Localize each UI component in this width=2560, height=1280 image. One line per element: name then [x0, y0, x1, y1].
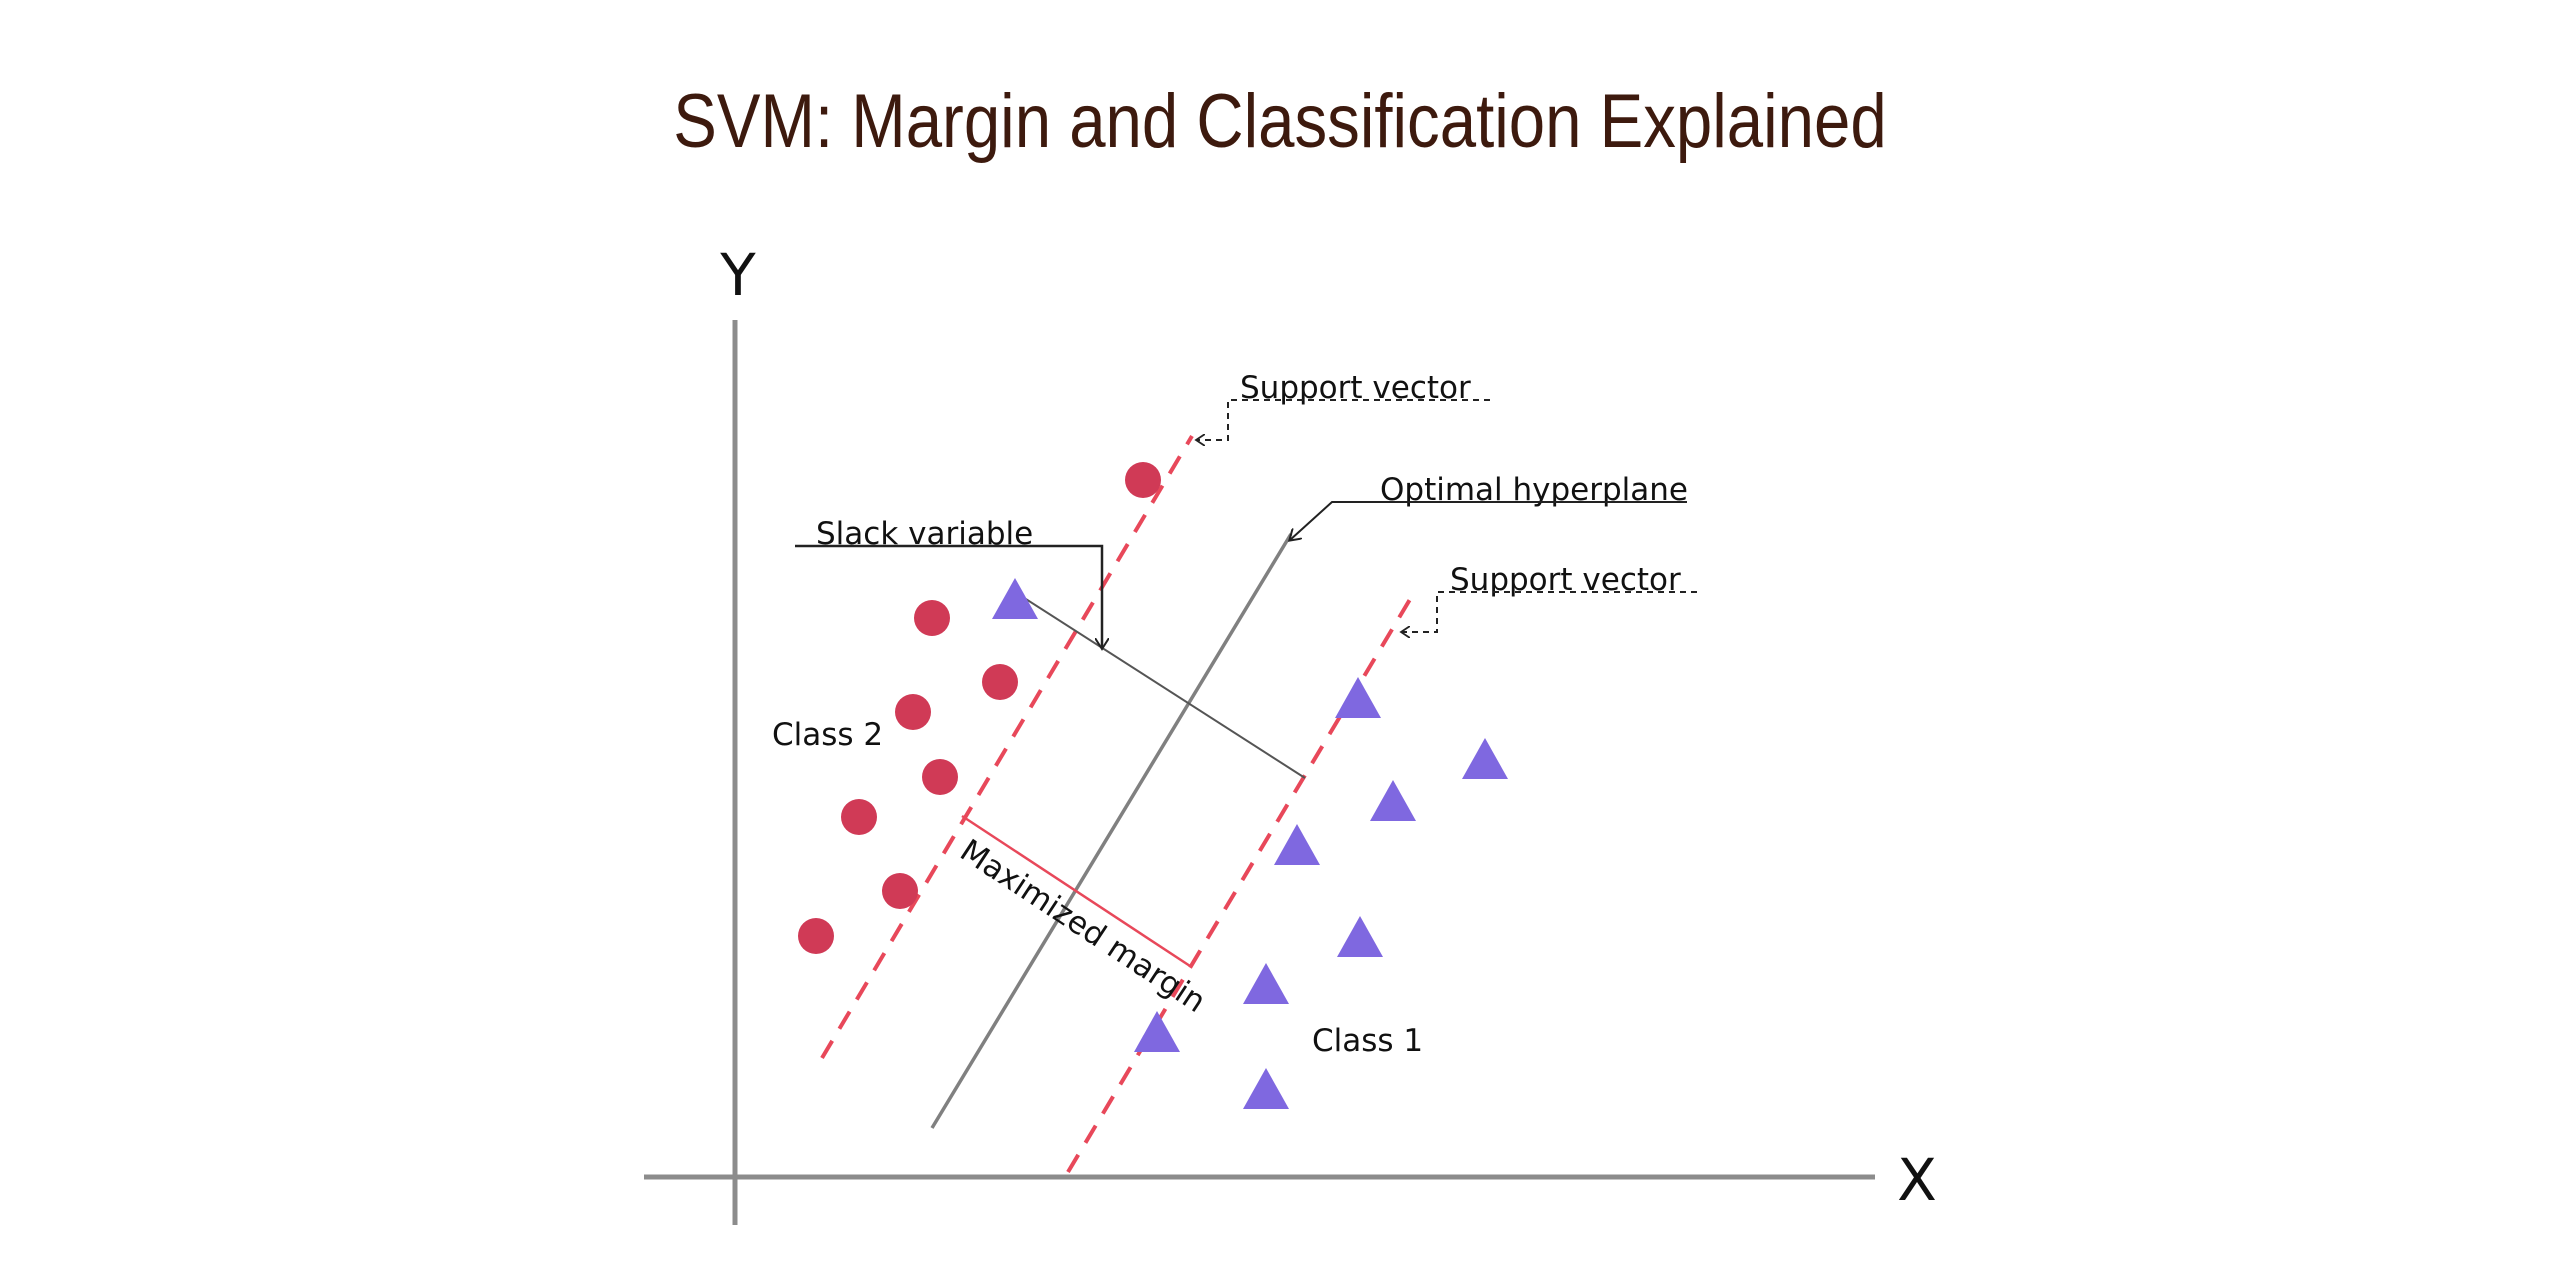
- class1-point: [1134, 1011, 1180, 1052]
- class2-point: [895, 694, 931, 730]
- margin-line-upper: [820, 434, 1194, 1060]
- class2-point: [1125, 462, 1161, 498]
- class1-point: [992, 578, 1038, 619]
- class1-point: [1337, 916, 1383, 957]
- class2-point: [914, 600, 950, 636]
- maximized-margin-line: [961, 814, 1191, 968]
- x-axis-label: X: [1897, 1146, 1937, 1214]
- class2-point: [982, 664, 1018, 700]
- class2-point: [922, 759, 958, 795]
- class1-point: [1274, 824, 1320, 865]
- y-axis-label: Y: [719, 241, 756, 309]
- class2-point: [841, 799, 877, 835]
- support-vector-top-leader: [1196, 399, 1490, 440]
- class1-label: Class 1: [1312, 1023, 1423, 1059]
- diagram-title: SVM: Margin and Classification Explained: [673, 79, 1887, 164]
- class2-point: [882, 873, 918, 909]
- class1-point: [1335, 677, 1381, 718]
- optimal-hyperplane-line: [930, 533, 1293, 1129]
- support-vector-bottom-label: Support vector: [1450, 562, 1681, 598]
- slack-line: [1014, 591, 1306, 779]
- class1-point: [1243, 1068, 1289, 1109]
- slack-variable-leader: [795, 544, 1102, 648]
- class1-points: [992, 578, 1508, 1109]
- class1-point: [1243, 963, 1289, 1004]
- maximized-margin-label: Maximized margin: [954, 833, 1212, 1020]
- class1-point: [1462, 738, 1508, 779]
- class2-point: [798, 918, 834, 954]
- optimal-hyperplane-leader: [1290, 501, 1687, 540]
- class2-points: [798, 462, 1161, 954]
- support-vector-bottom-leader: [1401, 591, 1697, 632]
- class1-point: [1370, 780, 1416, 821]
- class2-label: Class 2: [772, 717, 883, 753]
